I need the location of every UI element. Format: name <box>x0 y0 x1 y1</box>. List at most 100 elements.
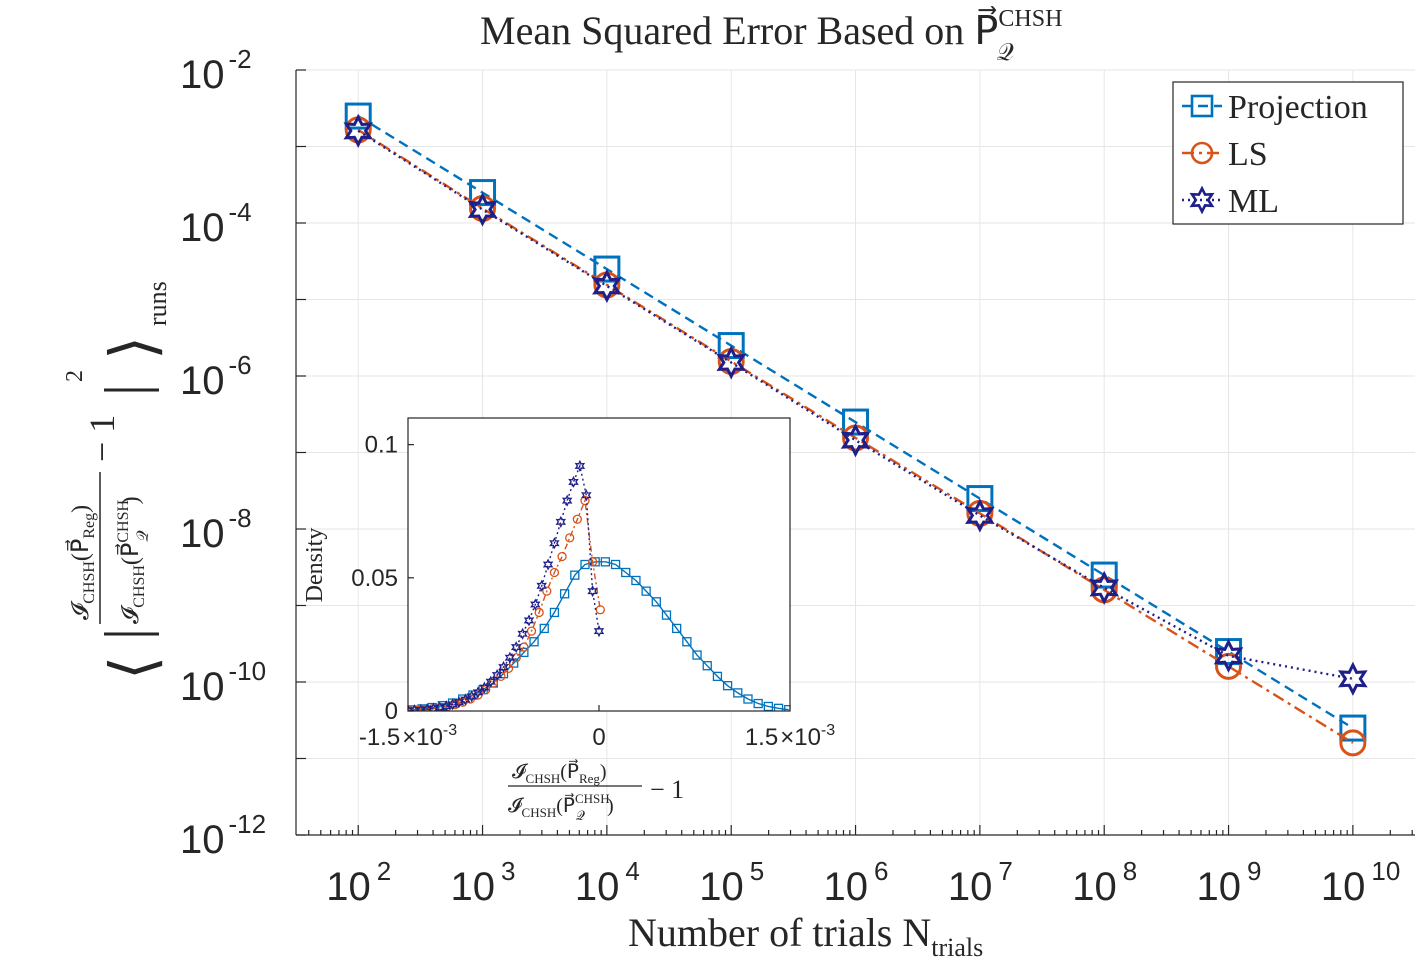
inset-data-point-projection <box>529 637 539 647</box>
main-series <box>343 102 1368 757</box>
data-point-projection <box>842 408 870 436</box>
inset-data-point-ml <box>561 494 573 507</box>
inset-x-label-num-main: 𝓘 <box>512 761 529 783</box>
series-ml <box>343 113 1368 696</box>
x-tick-label: 10 8 <box>1072 856 1137 909</box>
inset-y-tick-label: 0 <box>385 698 398 725</box>
data-point-ml <box>716 345 747 380</box>
chart-title-sub: 𝒬 <box>996 40 1013 66</box>
inset-data-point-ml <box>574 459 586 472</box>
inset-data-point-projection <box>672 623 682 634</box>
chart-title-sup: CHSH <box>998 6 1062 32</box>
legend-item-ls: LS <box>1182 136 1268 173</box>
inset-x-label-den-sub: CHSH <box>522 805 557 820</box>
y-tick-label: 10 -4 <box>180 197 252 250</box>
inset-data-point-projection <box>600 557 611 567</box>
x-tick-label: 10 2 <box>326 856 391 909</box>
y-label-right-bar: | <box>93 384 159 396</box>
data-point-projection <box>1339 714 1367 742</box>
inset-y-axis-label: Density <box>302 528 328 603</box>
inset-data-point-projection <box>570 570 580 580</box>
legend-marker-projection <box>1190 94 1214 118</box>
inset-data-point-projection <box>773 703 784 711</box>
series-line-projection <box>357 115 1354 730</box>
data-point-ml <box>965 498 995 533</box>
inset-data-point-ls <box>580 495 590 506</box>
data-point-ml <box>467 192 498 227</box>
y-label-num-arg: (P⃗ <box>65 539 94 561</box>
x-tick-label: 10 3 <box>451 856 516 909</box>
inset-data-point-projection <box>661 610 672 620</box>
inset-data-point-projection <box>539 623 549 634</box>
inset-data-point-ls <box>572 514 583 524</box>
y-label-den-arg-sup: CHSH <box>115 499 132 542</box>
inset-data-point-ml <box>428 702 439 711</box>
y-tick-label: 10 -6 <box>180 350 252 403</box>
inset-data-point-ml <box>593 625 605 638</box>
y-label-num-sub: CHSH <box>81 561 98 604</box>
inset-x-label-num-arg: (P⃗ <box>560 758 579 783</box>
inset-data-point-ml <box>555 515 567 529</box>
x-axis-label: Number of trials Ntrials <box>628 910 983 962</box>
main-x-ticks: 10 2 10 3 10 4 10 5 10 6 10 7 10 8 10 9 10 10 <box>308 825 1413 909</box>
data-point-projection <box>344 102 372 130</box>
inset-data-point-ml <box>504 651 516 664</box>
y-tick-label: 10 -10 <box>180 656 266 709</box>
inset-data-point-ml <box>479 681 490 694</box>
inset-data-point-projection <box>559 589 570 599</box>
inset-x-tick-label: 0 <box>592 724 605 751</box>
main-y-ticks: 10-2 10-4 10-6 10-8 10-10 10-12 <box>180 44 306 862</box>
y-tick-label: 10 -8 <box>180 503 252 556</box>
legend-marker-ls <box>1190 141 1214 165</box>
data-point-ml <box>343 113 374 149</box>
data-point-projection <box>966 485 994 513</box>
inset-data-point-ml <box>529 598 541 611</box>
series-line-ls <box>357 128 1354 744</box>
inset-series-ml <box>408 459 605 711</box>
inset-data-point-projection <box>590 557 600 567</box>
data-point-projection <box>1090 561 1118 589</box>
inset-data-point-projection <box>621 567 631 578</box>
inset-data-point-ls <box>587 557 598 567</box>
inset-data-point-ls <box>595 605 605 615</box>
legend: Projection LS ML <box>1172 81 1404 225</box>
data-point-projection <box>717 332 745 360</box>
data-point-ml <box>1338 661 1368 696</box>
y-tick-label: 10 -12 <box>180 809 266 862</box>
inset-y-tick-label: 0.05 <box>351 565 398 592</box>
inset-data-point-projection <box>519 647 529 658</box>
data-point-ls <box>1215 652 1243 680</box>
y-label-num-close: ) <box>68 505 94 513</box>
inset-data-point-projection <box>702 661 712 671</box>
data-point-projection <box>469 179 497 207</box>
inset-data-point-ls <box>534 607 544 618</box>
inset-data-point-ml <box>587 585 598 598</box>
inset-x-label-den-arg-sup: CHSH <box>575 791 610 806</box>
inset-data-point-ml <box>549 537 560 550</box>
inset-data-point-projection <box>651 597 661 607</box>
data-point-ml <box>1089 570 1120 606</box>
inset-x-label-num-sub: CHSH <box>526 771 561 786</box>
legend-label-ls: LS <box>1228 136 1268 173</box>
inset-x-label-minus-one: − 1 <box>650 775 684 804</box>
legend-label-projection: Projection <box>1228 89 1368 126</box>
legend-item-projection: Projection <box>1182 89 1368 126</box>
inset-data-point-ls <box>503 663 514 674</box>
y-label-num-main: 𝓘 <box>68 600 94 620</box>
y-label-den-arg: (P⃗ <box>115 543 144 565</box>
inset-data-point-ml <box>421 703 433 711</box>
svg-text:𝓘CHSH(P⃗Reg): 𝓘CHSH(P⃗Reg) <box>512 758 607 786</box>
inset-x-label-num-close: ) <box>600 761 607 783</box>
inset-data-point-projection <box>549 607 560 618</box>
inset-y-tick-label: 0.1 <box>365 432 398 459</box>
inset-data-point-ml <box>542 558 554 571</box>
inset-data-point-ml <box>491 668 503 682</box>
y-label-den-main: 𝓘 <box>118 604 144 624</box>
inset-x-axis-label: 𝓘CHSH(P⃗Reg) 𝓘CHSH(P⃗CHSH 𝒬) − 1 <box>508 758 684 823</box>
inset-data-point-ls <box>542 586 552 596</box>
x-tick-label: 10 5 <box>699 856 764 909</box>
legend-item-ml: ML <box>1182 183 1279 220</box>
svg-text:𝓘CHSH(P⃗Reg): 𝓘CHSH(P⃗Reg) <box>65 505 98 620</box>
